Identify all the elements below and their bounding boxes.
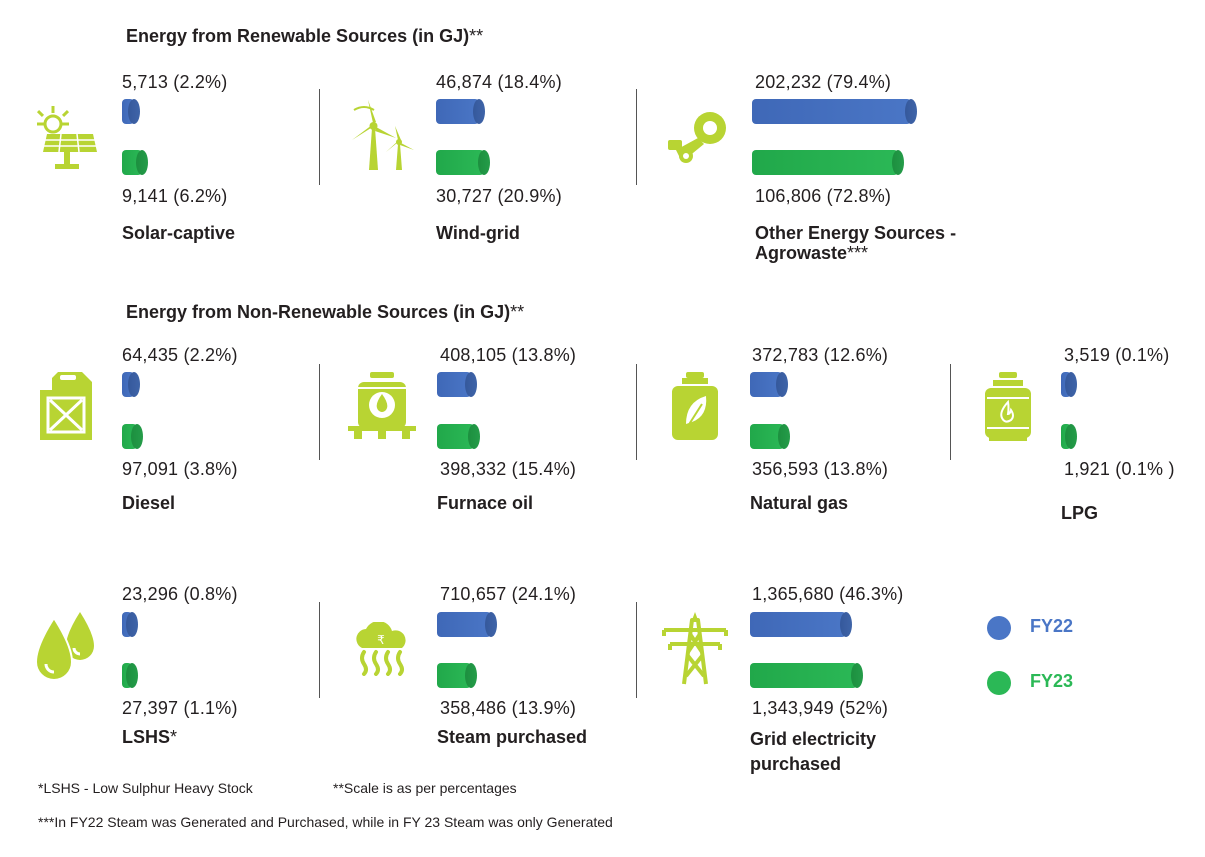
svg-text:₹: ₹ — [377, 633, 385, 647]
legend-dot-fy23 — [987, 671, 1011, 695]
solar-label: Solar-captive — [122, 223, 236, 243]
grid-label-line1: Grid electricity — [750, 729, 877, 749]
diesel-fy23-bar — [122, 424, 137, 449]
agro-label: Other Energy Sources - Agrowaste*** — [755, 223, 956, 263]
grid-fy22-bar — [750, 612, 846, 637]
solar-fy22-bar — [122, 99, 134, 124]
divider — [319, 602, 320, 698]
wind-label: Wind-grid — [436, 223, 520, 243]
solar-panel-icon — [33, 104, 99, 172]
solar-fy23-value: 9,141 (6.2%) — [122, 186, 228, 206]
steam-label: Steam purchased — [437, 727, 588, 747]
grid-label: Grid electricity purchased — [750, 727, 876, 777]
grid-fy23-bar — [750, 663, 857, 688]
natgas-label: Natural gas — [750, 493, 849, 513]
renewable-heading: Energy from Renewable Sources (in GJ)** — [126, 26, 484, 46]
agro-label-line2: Agrowaste*** — [755, 243, 869, 263]
legend-label-fy23: FY23 — [1030, 671, 1074, 691]
steam-cloud-icon: ₹ — [350, 622, 412, 676]
natgas-fy22-bar — [750, 372, 782, 397]
agro-fy23-value: 106,806 (72.8%) — [755, 186, 892, 206]
agro-fy22-value: 202,232 (79.4%) — [755, 72, 892, 92]
furnace-fy23-value: 398,332 (15.4%) — [440, 459, 577, 479]
solar-fy22-value: 5,713 (2.2%) — [122, 72, 228, 92]
footnote-lshs: *LSHS - Low Sulphur Heavy Stock — [38, 780, 253, 796]
jerrycan-icon — [38, 372, 94, 442]
diesel-fy23-value: 97,091 (3.8%) — [122, 459, 238, 479]
natgas-fy22-value: 372,783 (12.6%) — [752, 345, 889, 365]
divider — [636, 89, 637, 185]
furnace-fy22-bar — [437, 372, 471, 397]
agro-fy23-bar — [752, 150, 898, 175]
divider — [636, 364, 637, 460]
grid-label-line2: purchased — [750, 754, 842, 774]
divider — [950, 364, 951, 460]
wind-fy23-value: 30,727 (20.9%) — [436, 186, 562, 206]
natgas-fy23-bar — [750, 424, 784, 449]
grid-fy22-value: 1,365,680 (46.3%) — [752, 584, 904, 604]
lpg-cylinder-icon — [985, 372, 1031, 442]
non-renewable-heading: Energy from Non-Renewable Sources (in GJ… — [126, 302, 525, 322]
lshs-fy22-bar — [122, 612, 132, 637]
steam-fy22-value: 710,657 (24.1%) — [440, 584, 577, 604]
natgas-fy23-value: 356,593 (13.8%) — [752, 459, 889, 479]
wind-turbine-icon — [348, 100, 416, 172]
legend-label-fy22: FY22 — [1030, 616, 1074, 636]
wind-fy22-value: 46,874 (18.4%) — [436, 72, 562, 92]
legend-item-fy22: FY22 — [987, 612, 1127, 642]
footnote-steam: ***In FY22 Steam was Generated and Purch… — [38, 814, 613, 830]
lpg-fy23-value: 1,921 (0.1% ) — [1064, 459, 1175, 479]
gas-cylinder-leaf-icon — [672, 372, 718, 440]
agrowaste-icon — [668, 110, 730, 166]
legend-dot-fy22 — [987, 616, 1011, 640]
grid-fy23-value: 1,343,949 (52%) — [752, 698, 889, 718]
footnote-scale: **Scale is as per percentages — [333, 780, 517, 796]
agro-label-line1: Other Energy Sources - — [755, 223, 957, 243]
diesel-fy22-value: 64,435 (2.2%) — [122, 345, 238, 365]
divider — [636, 602, 637, 698]
steam-fy22-bar — [437, 612, 491, 637]
diesel-fy22-bar — [122, 372, 134, 397]
legend-item-fy23: FY23 — [987, 667, 1127, 697]
lshs-fy23-value: 27,397 (1.1%) — [122, 698, 238, 718]
steam-fy23-bar — [437, 663, 471, 688]
divider — [319, 89, 320, 185]
furnace-fy23-bar — [437, 424, 474, 449]
steam-fy23-value: 358,486 (13.9%) — [440, 698, 577, 718]
solar-fy23-bar — [122, 150, 142, 175]
power-tower-icon — [662, 612, 728, 686]
lpg-fy22-bar — [1061, 372, 1071, 397]
wind-fy22-bar — [436, 99, 479, 124]
lshs-label: LSHS* — [122, 727, 178, 747]
furnace-oil-icon — [348, 372, 416, 444]
lshs-fy23-bar — [122, 663, 132, 688]
lpg-fy23-bar — [1061, 424, 1071, 449]
lpg-fy22-value: 3,519 (0.1%) — [1064, 345, 1170, 365]
divider — [319, 364, 320, 460]
furnace-label: Furnace oil — [437, 493, 534, 513]
lshs-fy22-value: 23,296 (0.8%) — [122, 584, 238, 604]
furnace-fy22-value: 408,105 (13.8%) — [440, 345, 577, 365]
oil-drops-icon — [34, 612, 98, 686]
agro-fy22-bar — [752, 99, 911, 124]
lpg-label: LPG — [1061, 503, 1099, 523]
diesel-label: Diesel — [122, 493, 176, 513]
wind-fy23-bar — [436, 150, 484, 175]
